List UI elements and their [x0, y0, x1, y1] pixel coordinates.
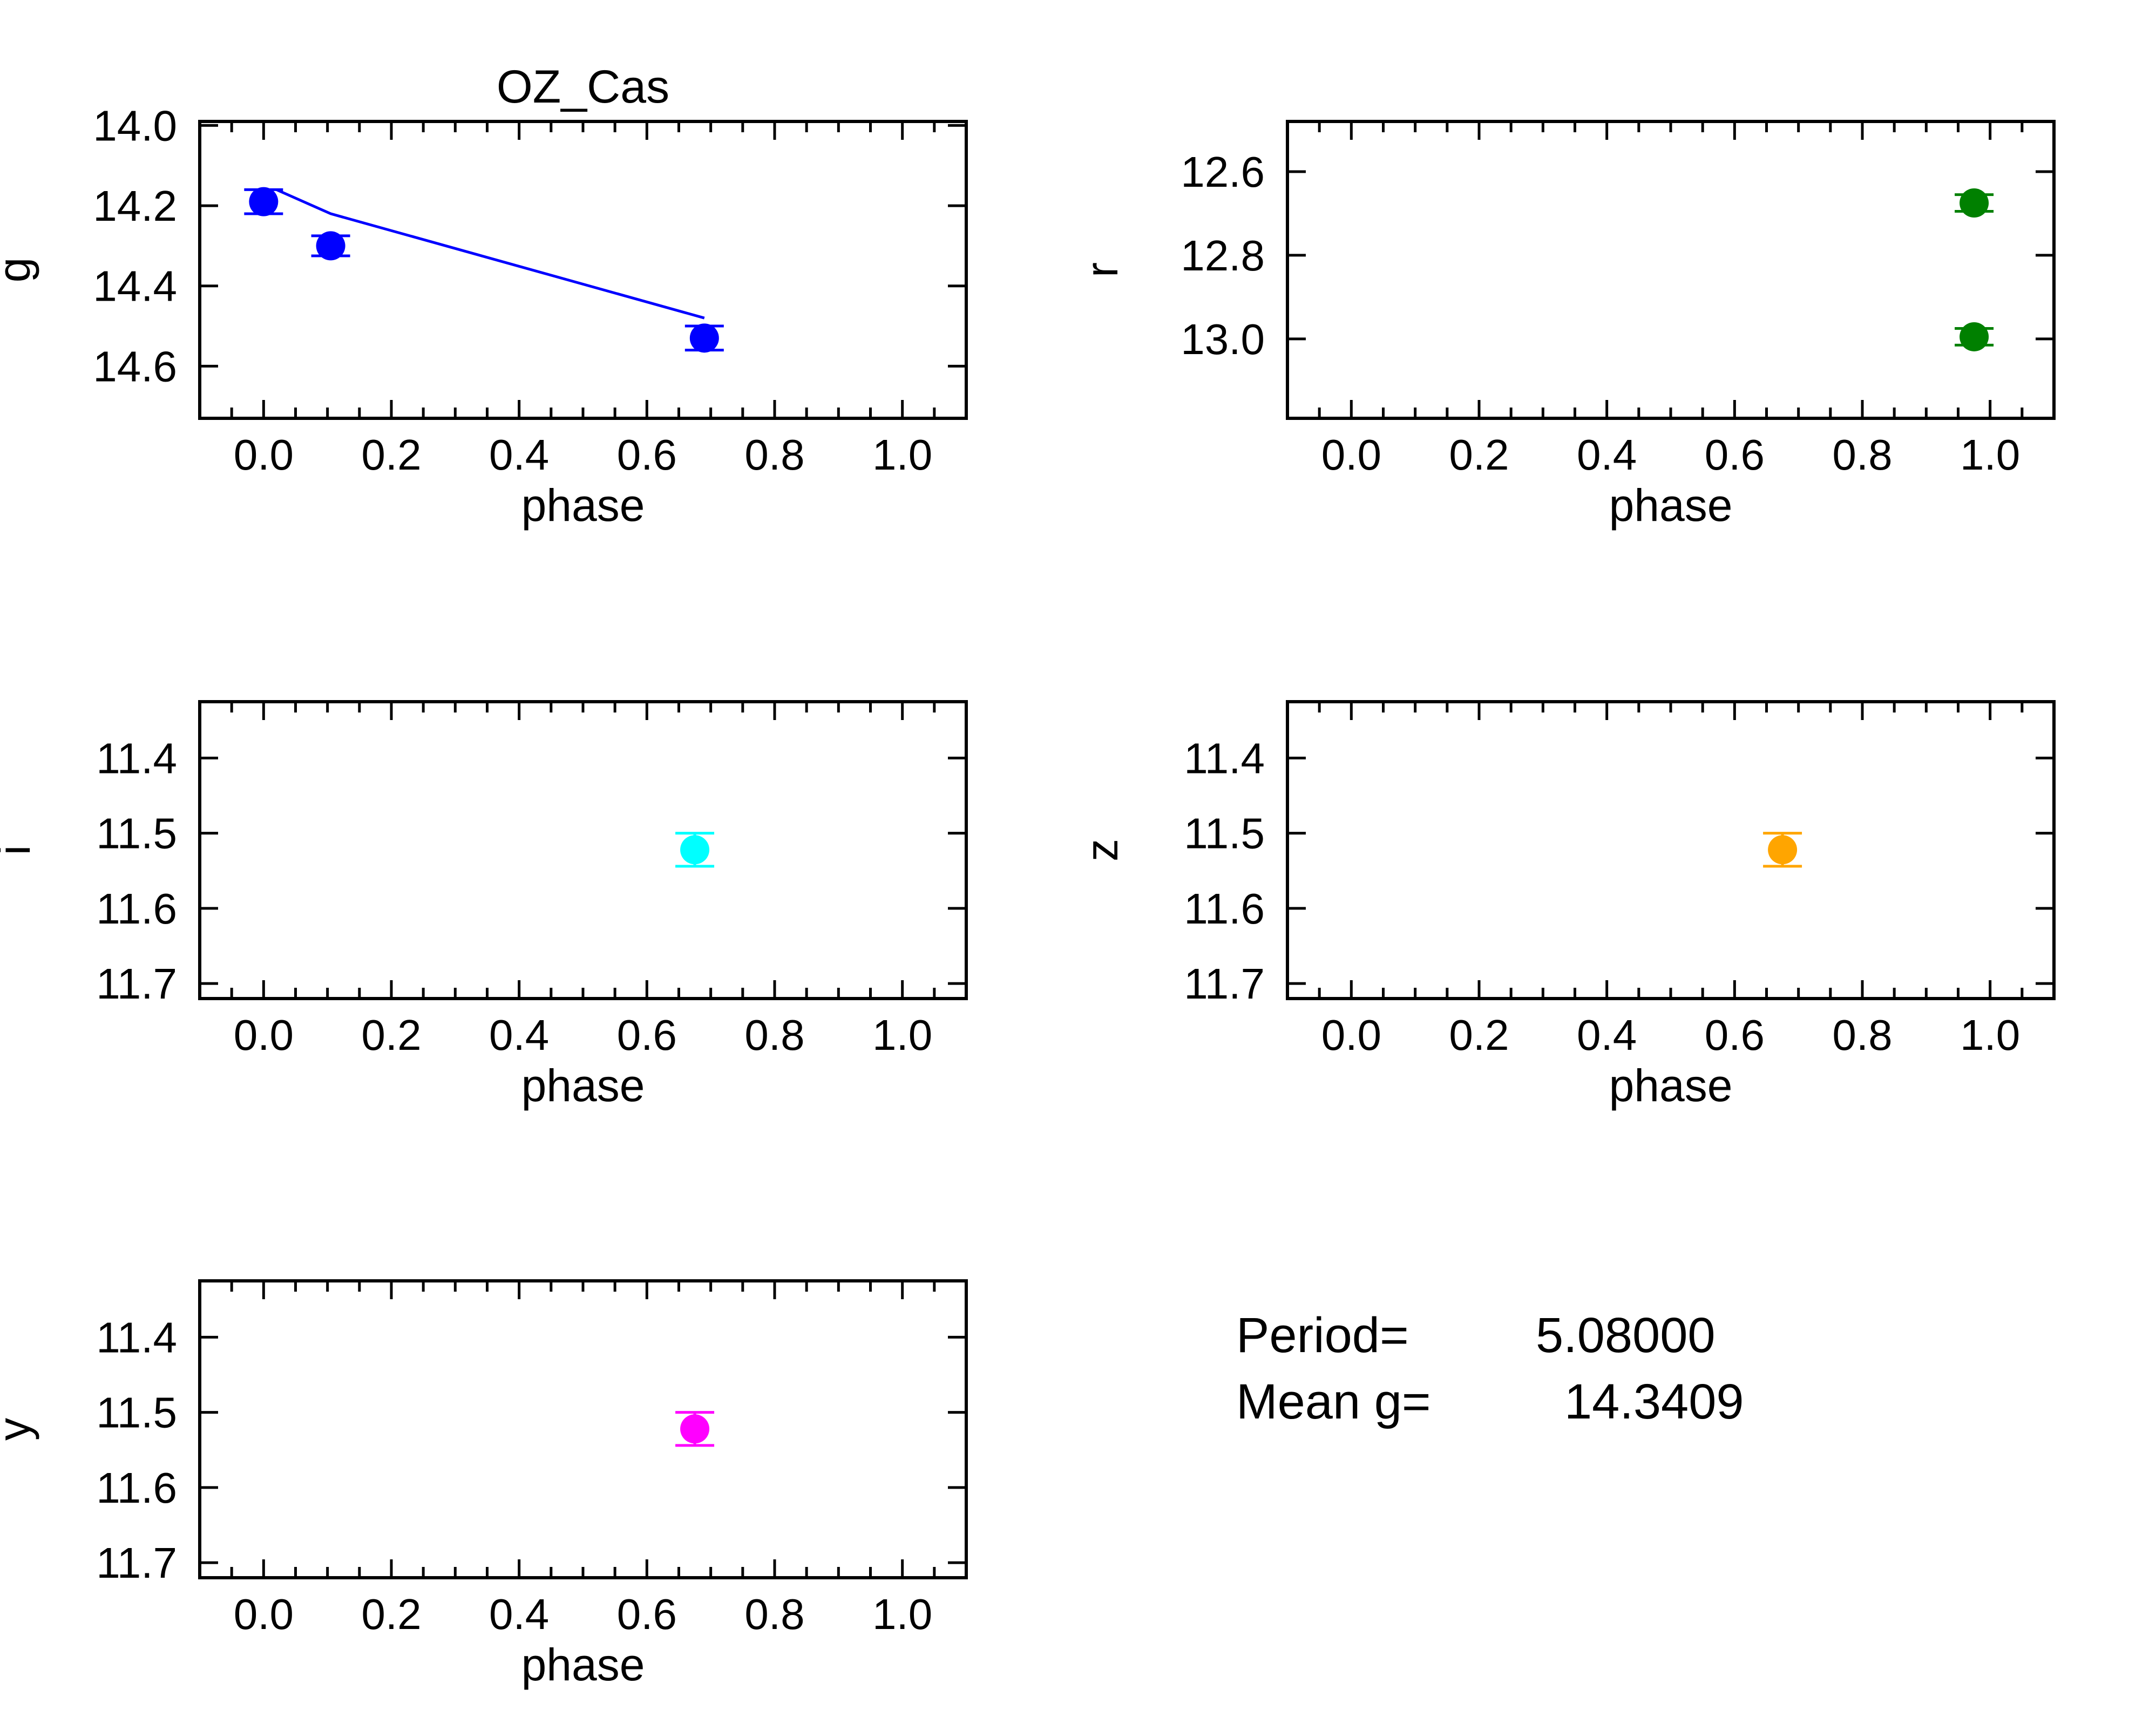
- data-point: [316, 231, 345, 261]
- x-axis-label: phase: [1609, 1060, 1733, 1111]
- panel-i: 0.0 0.2 0.4 0.6 0.8 1.0 11.4 11.5 11.6 11.7 phase i: [0, 700, 968, 1111]
- y-axis-label: i: [0, 845, 39, 856]
- mean-g-value: 14.3409: [1564, 1374, 1744, 1429]
- data-point: [680, 835, 710, 865]
- y-tick-label: 11.4: [96, 1313, 177, 1361]
- x-tick-label: 0.0: [234, 1590, 294, 1638]
- y-tick-label: 11.5: [1184, 810, 1265, 858]
- period-value: 5.08000: [1536, 1308, 1716, 1363]
- x-tick-label: 1.0: [1960, 431, 2020, 479]
- data-point: [1960, 322, 1989, 351]
- x-tick-label: 0.8: [1832, 431, 1892, 479]
- y-axis-label: g: [0, 257, 39, 283]
- x-tick-label: 0.4: [489, 1590, 549, 1638]
- x-tick-label: 0.6: [1705, 1011, 1765, 1059]
- panel-y: 0.0 0.2 0.4 0.6 0.8 1.0 11.4 11.5 11.6 11.7 phase y: [0, 1279, 968, 1690]
- x-axis-label: phase: [521, 1060, 645, 1111]
- y-tick-label: 14.4: [93, 262, 177, 310]
- y-tick-label: 14.0: [93, 101, 177, 150]
- y-tick-label: 14.6: [93, 342, 177, 390]
- y-tick-label: 11.6: [96, 885, 177, 933]
- x-tick-label: 0.2: [361, 1011, 421, 1059]
- x-tick-label: 0.2: [1449, 1011, 1509, 1059]
- data-point: [1960, 188, 1989, 218]
- y-tick-label: 12.8: [1181, 232, 1265, 280]
- y-tick-label: 12.6: [1181, 148, 1265, 196]
- data-point: [680, 1414, 710, 1444]
- info-panel: Period= 5.08000 Mean g= 14.3409: [1236, 1308, 1744, 1429]
- x-tick-label: 0.8: [744, 1590, 804, 1638]
- x-tick-label: 1.0: [872, 1590, 932, 1638]
- x-tick-label: 0.6: [617, 1590, 677, 1638]
- x-tick-label: 0.2: [1449, 431, 1509, 479]
- chart-title: OZ_Cas: [497, 61, 669, 113]
- x-tick-label: 0.8: [1832, 1011, 1892, 1059]
- y-tick-label: 11.4: [1184, 734, 1265, 782]
- period-label: Period=: [1236, 1308, 1409, 1363]
- y-tick-label: 11.6: [1184, 885, 1265, 933]
- mean-g-label: Mean g=: [1236, 1374, 1431, 1429]
- y-tick-label: 11.7: [96, 960, 177, 1008]
- y-tick-label: 11.5: [96, 1389, 177, 1437]
- x-tick-label: 0.6: [617, 1011, 677, 1059]
- x-tick-label: 0.2: [361, 1590, 421, 1638]
- x-tick-label: 1.0: [872, 431, 932, 479]
- y-tick-label: 11.5: [96, 810, 177, 858]
- plot-frame: [198, 120, 968, 420]
- x-tick-label: 0.8: [744, 431, 804, 479]
- plot-frame: [1286, 120, 2056, 420]
- y-axis-label: r: [1076, 262, 1127, 277]
- x-tick-label: 0.0: [1321, 431, 1381, 479]
- y-tick-label: 11.7: [1184, 960, 1265, 1008]
- panel-g: 0.0 0.2 0.4 0.6 0.8 1.0 14.0 14.2 14.4 14.6 phase g…: [0, 61, 968, 531]
- y-tick-label: 14.2: [93, 182, 177, 230]
- panel-r: 0.0 0.2 0.4 0.6 0.8 1.0 12.6 12.8 13.0 phase r: [1076, 120, 2056, 531]
- x-tick-label: 0.0: [234, 431, 294, 479]
- y-tick-label: 13.0: [1181, 315, 1265, 363]
- fit-line: [275, 188, 705, 320]
- x-tick-label: 0.4: [1577, 1011, 1637, 1059]
- data-point: [1768, 835, 1798, 865]
- plot-frame: [198, 700, 968, 1000]
- plot-frame: [1286, 700, 2056, 1000]
- x-tick-label: 1.0: [872, 1011, 932, 1059]
- x-axis-label: phase: [521, 480, 645, 531]
- plot-frame: [198, 1279, 968, 1579]
- y-tick-label: 11.6: [96, 1464, 177, 1512]
- x-tick-label: 0.4: [489, 431, 549, 479]
- data-point: [689, 323, 719, 353]
- panel-z: 0.0 0.2 0.4 0.6 0.8 1.0 11.4 11.5 11.6 11.7 phase z: [1076, 700, 2056, 1111]
- x-tick-label: 0.0: [1321, 1011, 1381, 1059]
- y-axis-label: z: [1076, 839, 1127, 861]
- x-axis-label: phase: [1609, 480, 1733, 531]
- x-tick-label: 0.8: [744, 1011, 804, 1059]
- data-point: [249, 187, 279, 216]
- x-axis-label: phase: [521, 1639, 645, 1690]
- x-tick-label: 0.6: [617, 431, 677, 479]
- x-tick-label: 0.6: [1705, 431, 1765, 479]
- x-tick-label: 0.4: [1577, 431, 1637, 479]
- x-tick-label: 0.4: [489, 1011, 549, 1059]
- x-tick-label: 0.2: [361, 431, 421, 479]
- x-tick-label: 0.0: [234, 1011, 294, 1059]
- x-tick-label: 1.0: [1960, 1011, 2020, 1059]
- y-tick-label: 11.4: [96, 734, 177, 782]
- y-axis-label: y: [0, 1418, 39, 1441]
- y-tick-label: 11.7: [96, 1539, 177, 1587]
